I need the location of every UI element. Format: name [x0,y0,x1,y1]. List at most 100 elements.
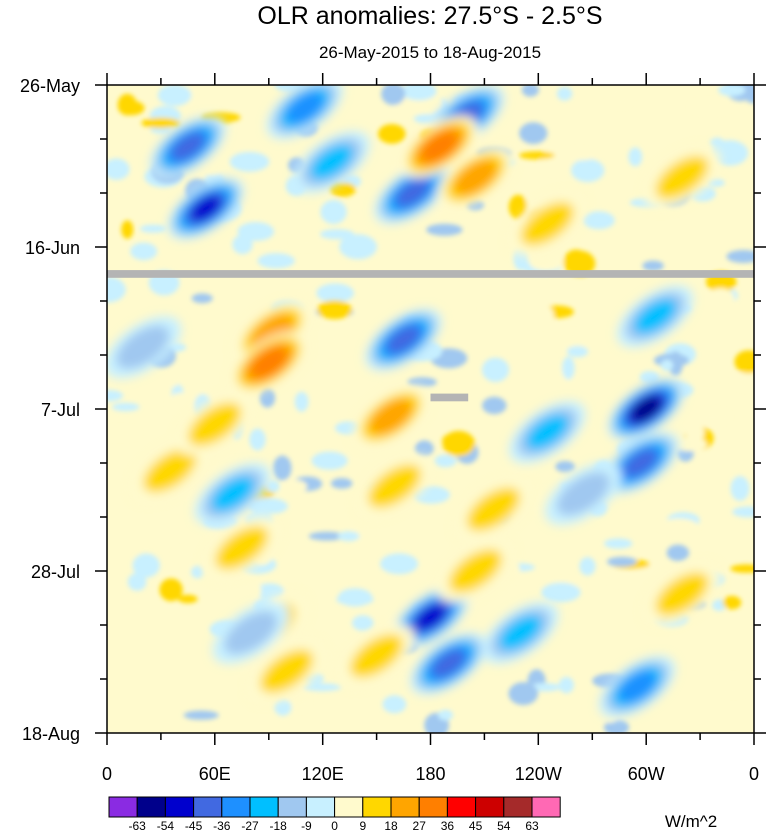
texture-blob [330,181,356,197]
colorbar-box [193,796,223,818]
colorbar-box [108,796,138,818]
texture-blob [273,455,292,481]
y-tick-label: 26-May [20,76,80,96]
anomaly-feature [107,316,182,379]
texture-blob [730,476,750,501]
anomaly-feature [149,115,227,178]
anomaly-feature [176,393,253,456]
anomaly-contour [211,476,255,512]
missing-data-layer [107,270,754,402]
anomaly-feature [248,640,325,703]
texture-blob [317,300,352,320]
texture-blob [628,147,643,167]
anomaly-feature [352,385,430,448]
texture-blob [562,150,597,161]
anomaly-feature [194,462,271,525]
texture-blob [191,293,213,304]
anomaly-feature [203,516,280,579]
chart-subtitle: 26-May-2015 to 18-Aug-2015 [319,43,541,62]
colorbar-box [446,796,477,818]
texture-blob [604,538,633,549]
y-tick-label: 7-Jul [41,400,80,420]
texture-blob [508,194,528,220]
colorbar-box [164,796,195,818]
texture-blob [579,557,596,576]
y-axis-labels: 26-May 16-Jun 7-Jul 28-Jul 18-Aug [20,76,80,744]
colorbar-tick-label: -54 [157,819,175,833]
anomaly-feature [230,331,307,394]
colorbar-tick-label: 63 [525,819,539,833]
colorbar-tick-label: 18 [384,819,398,833]
anomaly-feature [643,563,721,626]
texture-blob [482,396,507,415]
colorbar-box [305,796,336,818]
texture-blob [294,391,309,412]
anomaly-contour [414,604,447,631]
texture-blob [318,327,340,353]
texture-blob [540,147,567,173]
texture-blob [707,178,725,187]
anomaly-contour [250,314,294,350]
x-tick-label: 120W [515,764,562,784]
anomaly-contour [631,396,661,422]
colorbar-tick-label: -9 [301,819,312,833]
anomaly-contour [655,572,709,616]
texture-blob [232,234,253,255]
texture-blob [112,402,140,412]
colorbar-box [531,796,561,818]
x-tick-label: 0 [749,764,759,784]
x-tick-label: 60W [628,764,665,784]
texture-blob [693,371,718,382]
anomaly-feature [437,539,514,603]
texture-blob [563,249,589,276]
texture-blob [141,117,181,129]
colorbar-tick-label: -45 [185,819,203,833]
texture-blob [339,234,377,260]
colorbar-tick-label: -27 [241,819,259,833]
colorbar-tick-label: -18 [270,819,288,833]
texture-blob [140,224,167,233]
texture-blob [336,593,374,606]
anomaly-contour [250,347,288,379]
y-tick-label: 28-Jul [31,562,80,582]
anomaly-feature [617,285,694,348]
texture-blob [639,371,660,384]
y-tick-label: 18-Aug [22,724,80,744]
anomaly-contour [520,202,574,246]
texture-blob [518,151,555,160]
colorbar-box [503,796,533,818]
anomaly-feature [374,161,451,225]
texture-blob [690,101,730,113]
anomaly-contour [143,449,197,493]
anomaly-feature [455,478,532,541]
texture-blob [566,345,589,358]
texture-blob [159,578,183,602]
texture-blob [320,499,353,524]
anomaly-contour [448,549,502,593]
texture-blob [292,236,321,249]
texture-blob [571,158,605,183]
texture-blob [434,454,457,468]
colorbar-box [249,796,279,818]
texture-blob [195,167,227,176]
anomaly-feature [608,377,685,441]
texture-blob [226,573,253,592]
anomaly-contour [498,615,542,651]
texture-blob [363,151,394,168]
axis-ticks [95,73,766,745]
missing-data-band [107,270,754,278]
texture-blob [556,86,573,101]
texture-blob [732,506,754,518]
anomaly-contour [368,464,422,508]
anomaly-feature [602,431,679,495]
texture-blob [107,276,126,303]
texture-blob [711,140,749,166]
anomaly-contour [116,325,170,369]
texture-blob [666,544,690,561]
anomaly-contour [350,634,404,678]
anomaly-feature [437,146,514,209]
texture-blob [734,350,754,374]
texture-blob [660,359,674,371]
anomaly-feature [167,177,244,240]
